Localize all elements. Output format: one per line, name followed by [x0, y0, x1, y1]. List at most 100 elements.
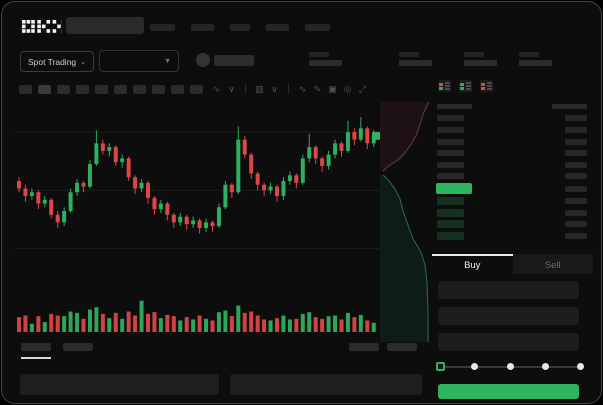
timeframe-button[interactable] — [57, 84, 70, 94]
nav-item-placeholder[interactable] — [266, 24, 289, 31]
pair-dropdown[interactable]: ▼ — [99, 50, 179, 72]
ask-price-placeholder — [437, 115, 464, 122]
ask-row[interactable] — [432, 159, 593, 171]
mode-lines — [465, 82, 471, 90]
ticker-stats — [309, 52, 552, 66]
timeframe-button[interactable] — [133, 84, 146, 94]
bid-row[interactable] — [432, 218, 593, 230]
ask-row[interactable] — [432, 171, 593, 183]
fullscreen-icon[interactable]: ⤢ — [358, 84, 367, 94]
chart-toolbar: ∿ ∨ ▥ ∨ ∿ ✎ ▣ ◎ ⤢ — [19, 83, 370, 95]
bids-depth-line — [382, 174, 429, 342]
slider-handle[interactable] — [436, 362, 445, 371]
bottom-tab-placeholder[interactable] — [63, 343, 93, 351]
timeframe-button[interactable] — [76, 84, 89, 94]
okx-logo[interactable] — [22, 20, 62, 34]
bid-amount-placeholder — [565, 232, 587, 239]
book-mode-bids[interactable] — [459, 80, 472, 92]
ticker-stat — [464, 52, 497, 66]
toolbar-divider — [288, 84, 289, 94]
ask-row[interactable] — [432, 113, 593, 125]
last-price-row[interactable] — [432, 182, 593, 195]
timeframe-button[interactable] — [19, 84, 32, 94]
nav-item-placeholder[interactable] — [150, 24, 175, 31]
mode-lines — [486, 82, 492, 90]
overlay-line-icon[interactable]: ∿ — [298, 84, 307, 94]
stat-value-placeholder — [519, 60, 552, 66]
depth-chart[interactable] — [380, 98, 432, 348]
screenshot-icon[interactable]: ▣ — [328, 84, 337, 94]
total-input[interactable] — [438, 333, 579, 351]
timeframe-button[interactable] — [95, 84, 108, 94]
bottom-button-placeholder[interactable] — [349, 343, 379, 351]
stat-label-placeholder — [309, 52, 329, 57]
ask-amount-placeholder — [565, 126, 587, 133]
ask-row[interactable] — [432, 124, 593, 136]
timeframe-button[interactable] — [190, 84, 203, 94]
ask-row[interactable] — [432, 147, 593, 159]
nav-item-placeholder[interactable] — [305, 24, 330, 31]
settings-icon[interactable]: ◎ — [343, 84, 352, 94]
coin-icon[interactable] — [196, 53, 210, 67]
asks-depth-line — [382, 101, 430, 172]
bottom-tab-placeholder[interactable] — [21, 343, 51, 359]
bid-amount-placeholder — [565, 197, 587, 204]
timeframe-button[interactable] — [152, 84, 165, 94]
last-price-marker — [372, 131, 380, 140]
ask-price-placeholder — [437, 138, 464, 145]
price-input[interactable] — [438, 281, 579, 299]
timeframe-button[interactable] — [114, 84, 127, 94]
slider-stop[interactable] — [506, 363, 514, 370]
top-nav — [2, 14, 601, 44]
book-rows — [432, 101, 593, 242]
indicator-icon[interactable]: ∿ — [212, 84, 221, 94]
timeframe-button[interactable] — [38, 84, 51, 94]
mode-color-column — [481, 82, 486, 90]
nav-links — [150, 24, 330, 31]
nav-item-placeholder[interactable] — [191, 24, 214, 31]
nav-item-placeholder[interactable] — [230, 24, 250, 31]
bid-row[interactable] — [432, 195, 593, 207]
bid-amount-placeholder — [565, 209, 587, 216]
chart-style-chevron-icon[interactable]: ∨ — [271, 84, 278, 94]
mode-lines — [444, 82, 450, 90]
chart-style-icon[interactable]: ▥ — [255, 84, 264, 94]
book-header-price — [437, 104, 472, 110]
sub-nav: Spot Trading ⌄ ▼ — [2, 48, 601, 76]
orders-panel-placeholder — [20, 374, 219, 395]
indicator-chevron-icon[interactable]: ∨ — [228, 84, 235, 94]
ask-amount-placeholder — [565, 161, 587, 168]
last-price-badge[interactable] — [436, 183, 472, 195]
slider-stop[interactable] — [541, 363, 549, 370]
price-chart[interactable] — [14, 98, 380, 338]
bottom-button-placeholder[interactable] — [387, 343, 417, 351]
amount-input[interactable] — [438, 307, 579, 325]
market-type-label: Spot Trading — [27, 56, 77, 67]
stat-label-placeholder — [519, 52, 539, 57]
search-input[interactable] — [66, 17, 144, 34]
ask-price-placeholder — [437, 173, 464, 180]
ask-row[interactable] — [432, 136, 593, 148]
pair-name-placeholder[interactable] — [214, 55, 254, 66]
bid-row[interactable] — [432, 207, 593, 219]
market-type-selector[interactable]: Spot Trading ⌄ — [20, 51, 94, 72]
buy-submit-button[interactable] — [438, 384, 579, 399]
draw-icon[interactable]: ✎ — [313, 84, 322, 94]
chevron-down-icon: ▼ — [164, 57, 171, 65]
ask-price-placeholder — [437, 161, 464, 168]
amount-slider[interactable] — [436, 360, 586, 374]
timeframe-button[interactable] — [171, 84, 184, 94]
ask-price-placeholder — [437, 150, 464, 157]
slider-stop[interactable] — [471, 363, 479, 370]
ticker-stat — [519, 52, 552, 66]
mode-color-column — [439, 82, 444, 90]
chevron-down-icon: ⌄ — [80, 58, 87, 66]
book-mode-combined[interactable] — [438, 80, 451, 92]
bid-row[interactable] — [432, 230, 593, 242]
slider-stop[interactable] — [577, 363, 584, 370]
stat-value-placeholder — [399, 60, 432, 66]
tab-sell[interactable]: Sell — [512, 254, 593, 274]
book-mode-asks[interactable] — [480, 80, 493, 92]
tab-buy[interactable]: Buy — [432, 254, 513, 274]
